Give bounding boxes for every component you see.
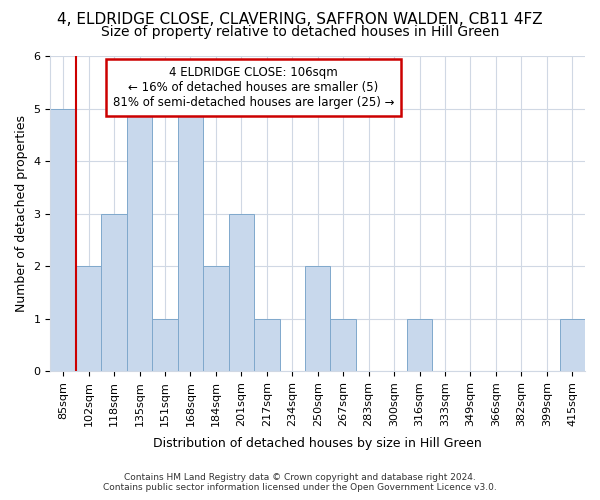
Bar bbox=[229, 214, 254, 371]
Bar bbox=[254, 318, 280, 371]
Bar bbox=[152, 318, 178, 371]
Bar bbox=[127, 109, 152, 371]
X-axis label: Distribution of detached houses by size in Hill Green: Distribution of detached houses by size … bbox=[154, 437, 482, 450]
Y-axis label: Number of detached properties: Number of detached properties bbox=[15, 116, 28, 312]
Bar bbox=[305, 266, 331, 371]
Bar bbox=[331, 318, 356, 371]
Text: 4, ELDRIDGE CLOSE, CLAVERING, SAFFRON WALDEN, CB11 4FZ: 4, ELDRIDGE CLOSE, CLAVERING, SAFFRON WA… bbox=[57, 12, 543, 28]
Bar bbox=[50, 109, 76, 371]
Bar bbox=[560, 318, 585, 371]
Bar bbox=[178, 109, 203, 371]
Text: Size of property relative to detached houses in Hill Green: Size of property relative to detached ho… bbox=[101, 25, 499, 39]
Text: Contains HM Land Registry data © Crown copyright and database right 2024.
Contai: Contains HM Land Registry data © Crown c… bbox=[103, 473, 497, 492]
Bar bbox=[203, 266, 229, 371]
Bar bbox=[407, 318, 432, 371]
Text: 4 ELDRIDGE CLOSE: 106sqm
← 16% of detached houses are smaller (5)
81% of semi-de: 4 ELDRIDGE CLOSE: 106sqm ← 16% of detach… bbox=[113, 66, 394, 109]
Bar bbox=[101, 214, 127, 371]
Bar bbox=[76, 266, 101, 371]
